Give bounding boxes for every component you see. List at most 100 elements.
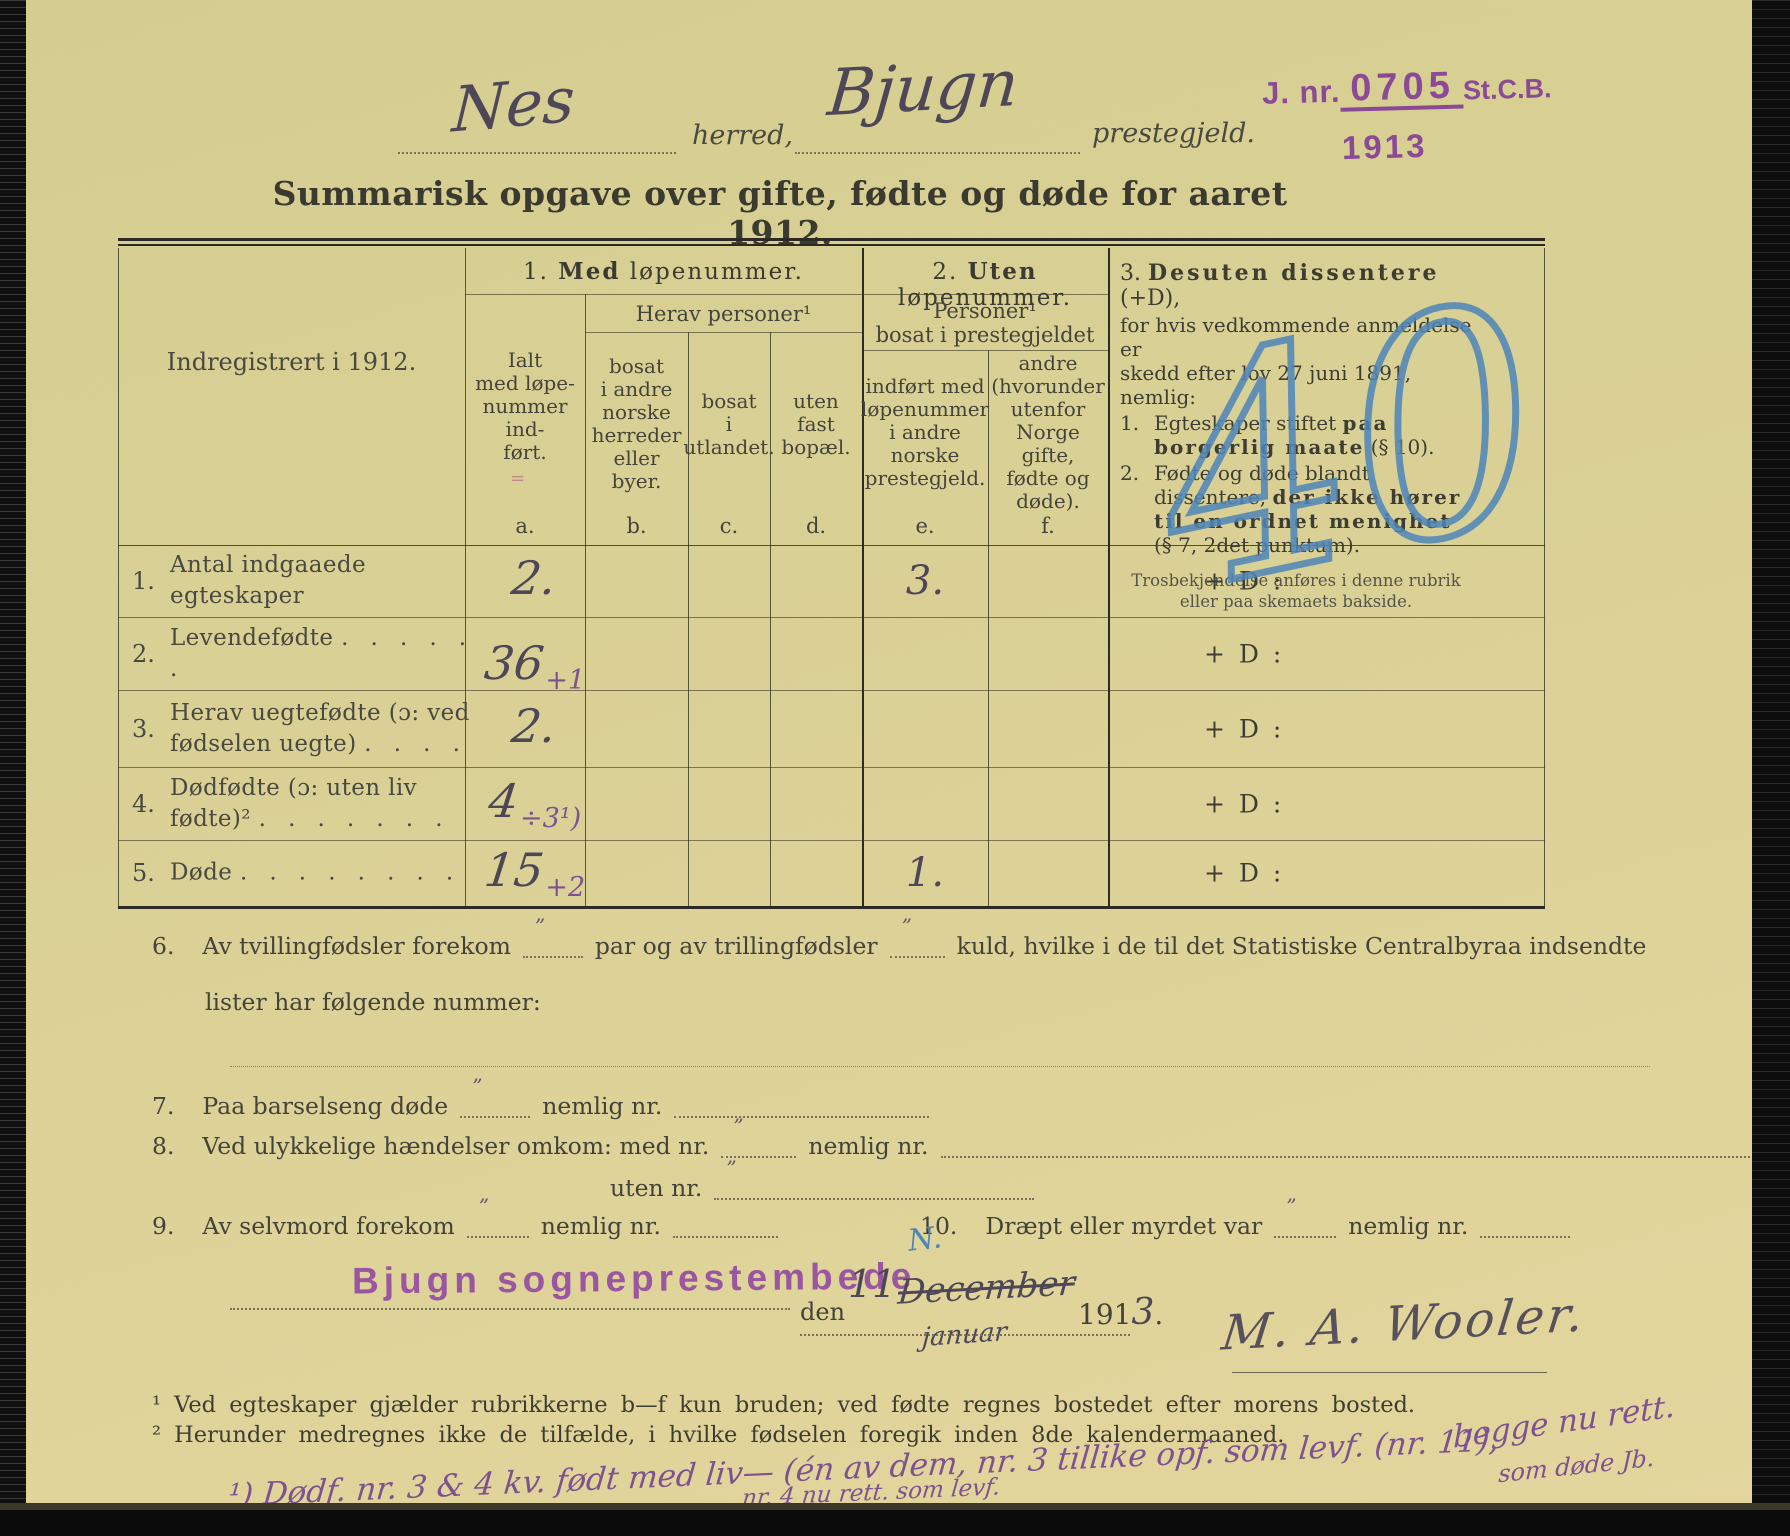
item2-bold: der ikke hører til en ordnet menighet [1154, 485, 1462, 533]
section-10: 10. Dræpt eller myrdet var ” nemlig nr. [920, 1194, 1582, 1240]
col-header-e: indført med løpenummer i andre norske pr… [860, 373, 990, 490]
item1-text: Egteskaper stiftet paa borgerlig maate (… [1154, 411, 1472, 459]
year-digit-handwritten: 3 [1131, 1292, 1155, 1333]
parish-office-stamp: Bjugn sogneprestembede [351, 1255, 917, 1302]
section-8-line-2: uten nr. ” [610, 1156, 1046, 1202]
fill-blank: ” [466, 1194, 529, 1238]
section-7-text-1: Paa barselseng døde [202, 1092, 449, 1120]
section-9-text-1: Av selvmord forekom [202, 1212, 455, 1240]
row-number: 4. [132, 789, 155, 818]
group3-item-1: 1. Egteskaper stiftet paa borgerlig maat… [1120, 411, 1472, 459]
row-label: Herav uegtefødte (ɔ: ved fødselen uegte)… [170, 697, 472, 759]
ditto-mark: ” [726, 1156, 737, 1180]
group3-note: Trosbekjendelse anføres i denne rubrik e… [1131, 571, 1461, 611]
ditto-mark: ” [478, 1194, 490, 1218]
ditto-mark: ” [534, 914, 546, 938]
section-9: 9. Av selvmord forekom ” nemlig nr. [152, 1194, 790, 1240]
rule-under-herav [585, 332, 862, 333]
jnr-label: J. nr. [1261, 73, 1341, 111]
handwritten-correction: ÷3¹) [520, 802, 582, 834]
divider-e-f [988, 350, 989, 906]
rule-under-header [118, 545, 1545, 546]
footnote-2: ² Herunder medregnes ikke de tilfælde, i… [152, 1422, 1285, 1448]
ditto-mark: ” [472, 1074, 483, 1098]
group1-number: 1. [523, 259, 549, 285]
item1-a: Egteskaper stiftet [1154, 411, 1343, 435]
plus-d-label: + D : [1204, 714, 1285, 743]
footnote-1: ¹ Ved egteskaper gjælder rubrikkerne b—f… [152, 1392, 1416, 1418]
fill-blank [940, 1130, 1781, 1158]
group2-rest: løpenummer. [897, 285, 1073, 311]
group1-rest: løpenummer. [620, 259, 804, 285]
fill-blank: ” [460, 1074, 531, 1118]
divider-c-d [770, 332, 771, 906]
item2-a: Fødte og døde blandt dissentere, [1154, 461, 1370, 509]
col-header-f: andre (hvorunder utenfor Norge gifte, fø… [991, 350, 1105, 513]
table-row: 4. Dødfødte (ɔ: uten liv fødte)² . . . .… [118, 767, 1545, 840]
section-8-line-1: 8. Ved ulykkelige hændelser omkom: med nr… [152, 1114, 1790, 1160]
section-9-number: 9. [152, 1212, 175, 1240]
row-label: Døde . . . . . . . . [170, 857, 472, 888]
fill-blank: ” [889, 914, 945, 958]
summary-table: Indregistrert i 1912. 1. Med løpenummer.… [118, 248, 1545, 909]
row-number: 2. [132, 639, 155, 668]
ditto-mark: ” [733, 1114, 744, 1138]
group1-title: 1. Med løpenummer. [465, 258, 862, 285]
group3-bold: Desuten dissentere [1148, 260, 1440, 286]
blue-pencil-scrawl: 40 [1119, 234, 1577, 663]
col-letter-a: a. [515, 514, 535, 538]
group3-intro: for hvis vedkommende anmeldelse er skedd… [1120, 313, 1472, 409]
value-col-e: 3. [905, 558, 945, 604]
section-8-number: 8. [152, 1132, 175, 1160]
pink-artifact-mark: = [510, 468, 526, 489]
value-col-e: 1. [905, 850, 945, 896]
section-6-answer-line [230, 1066, 1650, 1067]
table-row: 1. Antal indgaaede egteskaper 2. 3. + D … [118, 545, 1545, 617]
herav-personer-header: Herav personer¹ [635, 301, 812, 326]
row-rule-2 [118, 690, 1545, 691]
fill-blank [1480, 1210, 1571, 1238]
ditto-mark: ” [1286, 1194, 1297, 1218]
table-border-right [1544, 248, 1545, 906]
handwritten-value: 36 [481, 635, 547, 690]
dot-leaders: . . . . [364, 730, 461, 757]
date-day-handwritten: 11 [848, 1262, 897, 1306]
signature-handwritten: M. A. Wooler. [1218, 1286, 1590, 1362]
fill-blank: ” [522, 914, 583, 958]
blue-correction-mark: N. [906, 1220, 944, 1259]
section-6-number: 6. [152, 932, 175, 960]
section-6-line-1: 6. Av tvillingfødsler forekom ” par og av t… [152, 914, 1647, 960]
scan-edge-right [1752, 0, 1790, 1536]
prestegjeld-label: prestegjeld. [1092, 118, 1255, 149]
table-border-left [118, 248, 119, 906]
page-title: Summarisk opgave over gifte, fødte og dø… [272, 174, 1288, 252]
ditto-mark: ” [901, 914, 912, 938]
col-letter-b: b. [626, 514, 647, 538]
rule-under-group2-title [862, 294, 1108, 295]
group2-bold: Uten [967, 258, 1038, 285]
date-den-label: den [800, 1298, 846, 1326]
section-10-text-2: nemlig nr. [1348, 1212, 1469, 1240]
col-letter-d: d. [805, 514, 827, 538]
dot-leaders: . . . . . . . [258, 805, 443, 832]
handwritten-value: 2. [508, 551, 560, 605]
jnr-number: 0705 [1339, 65, 1464, 112]
row-label-text: Levendefødte [170, 624, 334, 651]
row-label-text: Antal indgaaede egteskaper [170, 551, 367, 609]
row-rule-1 [118, 617, 1545, 618]
prestegjeld-name-handwritten: Bjugn [824, 46, 1022, 132]
item2-text: Fødte og døde blandt dissentere, der ikk… [1154, 461, 1472, 557]
section-6-text-3: kuld, hvilke i de til det Statistiske Ce… [956, 932, 1647, 960]
handwritten-correction: +1 [545, 664, 586, 696]
date-fill-line [800, 1334, 1130, 1336]
item1-c: (§ 10). [1364, 435, 1435, 459]
group3-title: 3. Desuten dissentere (+D), [1120, 260, 1472, 311]
dissenters-column: 3. Desuten dissentere (+D), for hvis ved… [1120, 260, 1472, 612]
handwritten-value: 2. [508, 698, 560, 753]
date-year: 1913. [1078, 1292, 1163, 1333]
fill-blank [674, 1090, 930, 1118]
item2-c: (§ 7, 2det punktum). [1154, 533, 1361, 557]
herred-fill-line [398, 152, 676, 154]
row-label-text: Dødfødte (ɔ: uten liv fødte)² [170, 774, 418, 832]
row-label: Dødfødte (ɔ: uten liv fødte)² . . . . . … [170, 772, 472, 834]
